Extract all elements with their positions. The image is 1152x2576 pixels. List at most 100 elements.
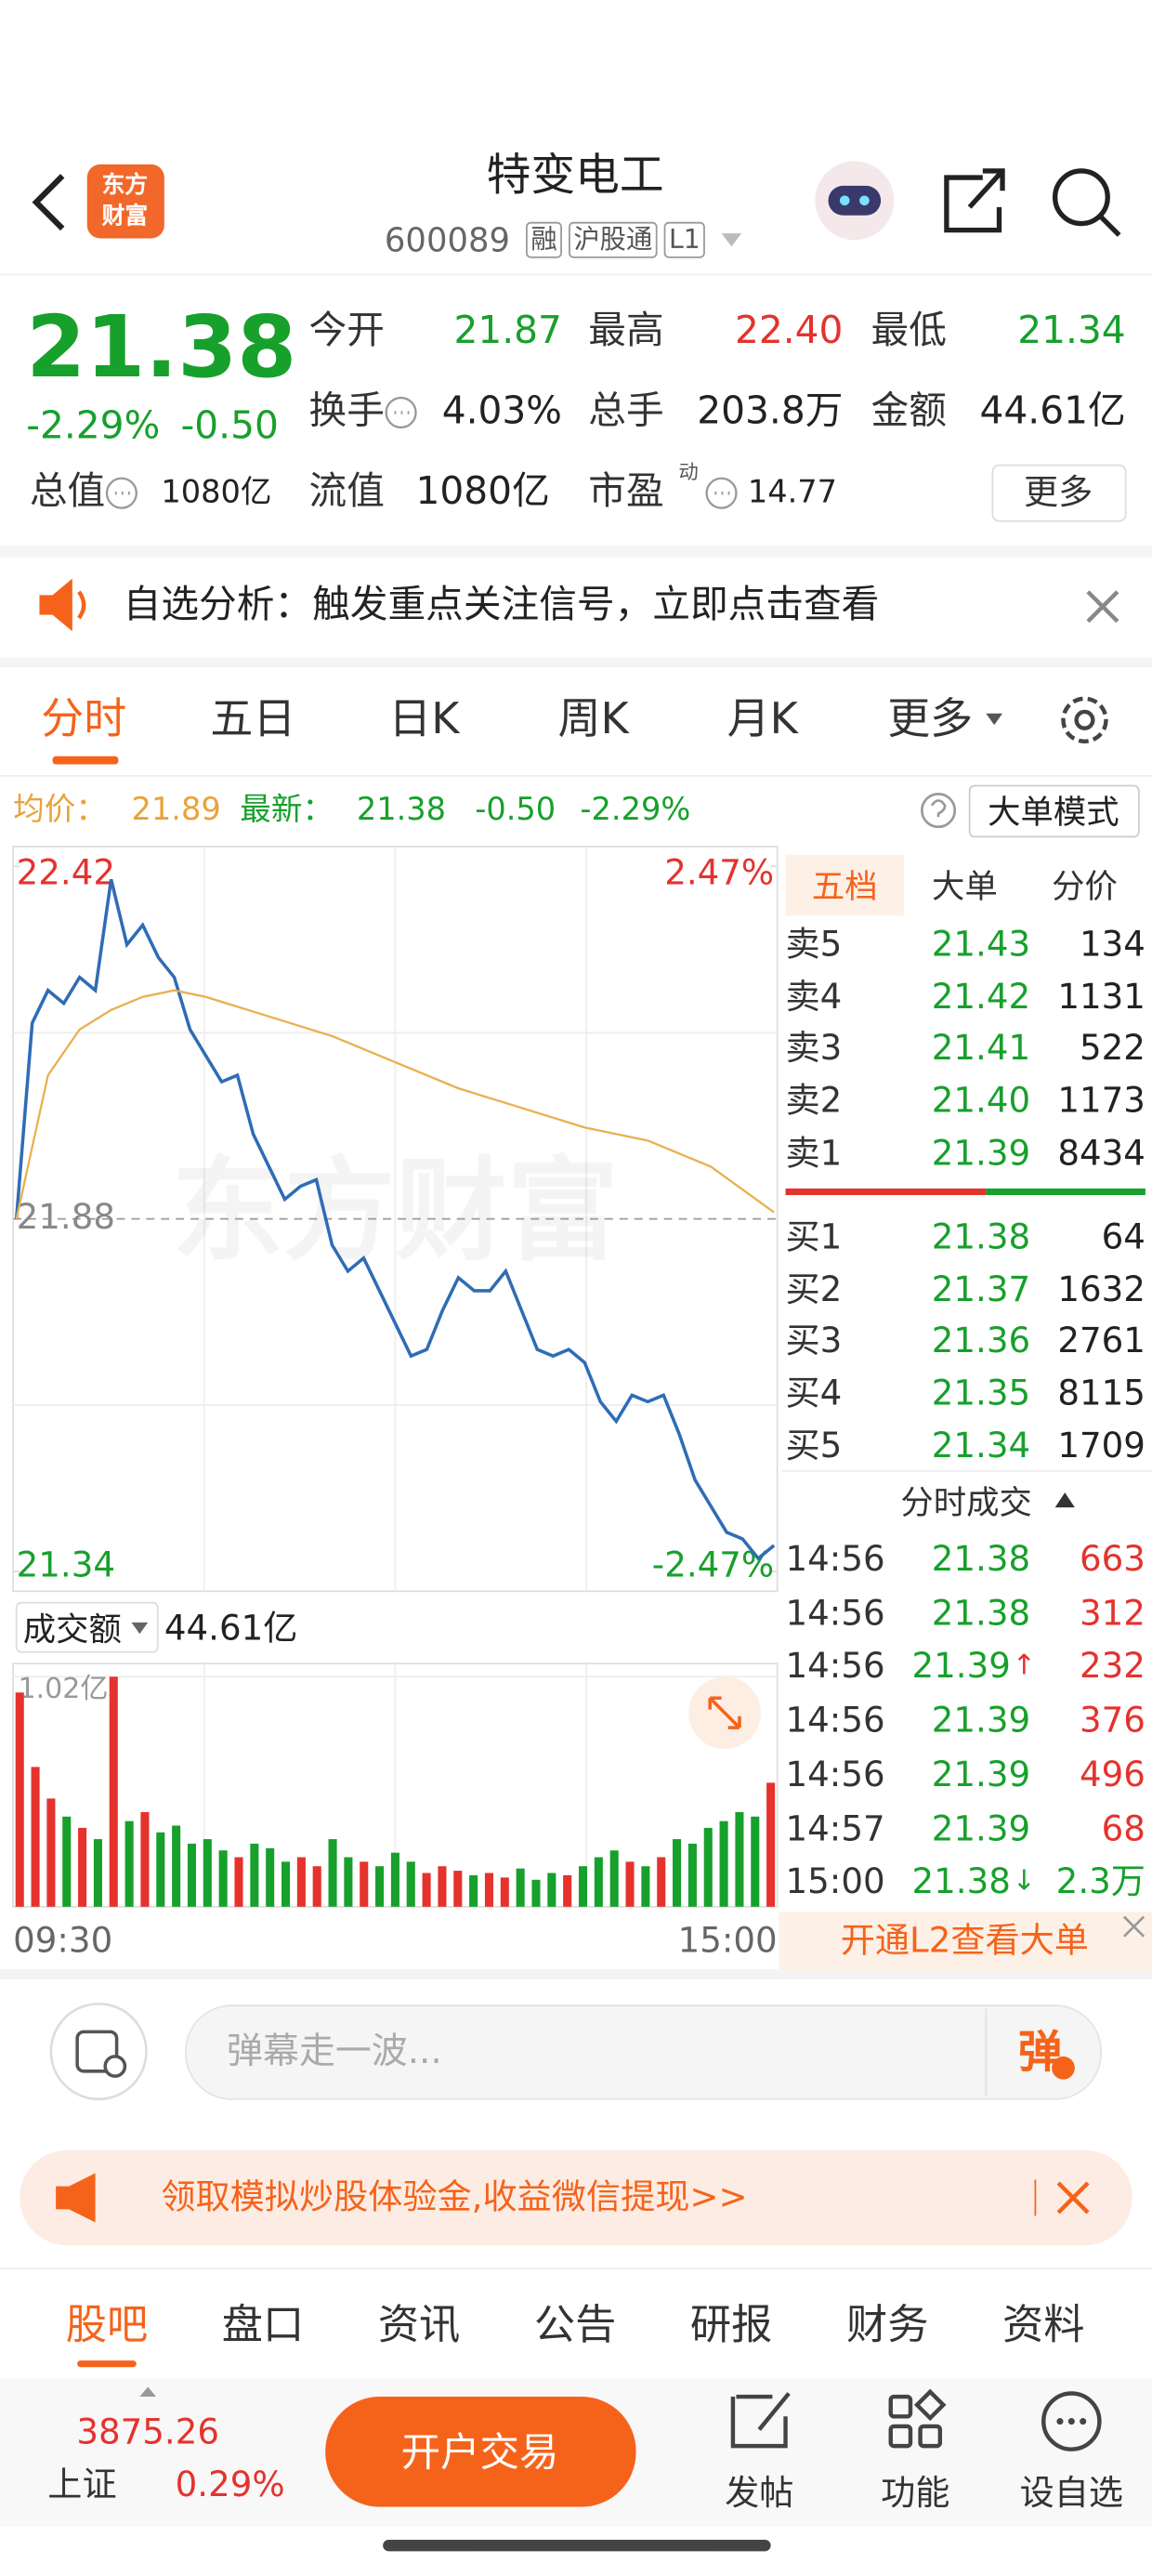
- field-value: 14.77: [747, 474, 838, 511]
- section-tab[interactable]: 资料: [1002, 2300, 1085, 2348]
- settings-icon[interactable]: [1061, 696, 1108, 743]
- section-tab[interactable]: 盘口: [221, 2300, 305, 2348]
- feature-icon[interactable]: [888, 2394, 913, 2419]
- volume-bar: [625, 1861, 635, 1907]
- trade-time: 14:56: [785, 1647, 885, 1687]
- feature-icon: [918, 2424, 943, 2449]
- volume-bar: [140, 1811, 150, 1907]
- book-tab-bg: [785, 854, 904, 916]
- book-tab[interactable]: 分价: [1052, 866, 1118, 906]
- footer-action[interactable]: 设自选: [1019, 2473, 1124, 2513]
- field-value: 22.40: [734, 309, 844, 353]
- field-value: 203.8万: [697, 390, 844, 434]
- book-level: 买1: [785, 1216, 843, 1257]
- danmaku-input[interactable]: [185, 2004, 1103, 2100]
- book-volume: 8115: [1057, 1373, 1145, 1413]
- close-icon[interactable]: [1086, 590, 1119, 624]
- volume-bar: [657, 1857, 666, 1907]
- trade-volume: 376: [1080, 1701, 1145, 1741]
- book-price: 21.39: [931, 1133, 1031, 1173]
- trade-time: 14:56: [785, 1754, 885, 1794]
- chart-tab[interactable]: 周K: [557, 695, 629, 745]
- book-price: 21.37: [931, 1268, 1031, 1309]
- promo-text[interactable]: 领取模拟炒股体验金,收益微信提现>>: [161, 2176, 748, 2217]
- summary-last-label: 最新：: [240, 791, 334, 828]
- section-tab[interactable]: 研报: [689, 2300, 773, 2348]
- chart-tab[interactable]: 分时: [41, 695, 127, 745]
- promo-bg[interactable]: [20, 2149, 1132, 2246]
- book-volume: 1173: [1057, 1081, 1145, 1121]
- post-icon[interactable]: [730, 2392, 791, 2449]
- trade-price: 21.38: [931, 1593, 1031, 1633]
- book-price: 21.41: [931, 1029, 1031, 1069]
- book-price: 21.35: [931, 1373, 1031, 1413]
- watchlist-icon[interactable]: [1041, 2391, 1102, 2451]
- field-value: 4.03%: [441, 390, 562, 434]
- section-tab[interactable]: 公告: [533, 2300, 617, 2348]
- volume-title[interactable]: 成交额: [22, 1609, 122, 1649]
- book-level: 买4: [785, 1373, 843, 1413]
- summary-change: -0.50: [475, 791, 556, 828]
- volume-bar: [406, 1861, 415, 1907]
- close-icon[interactable]: [1056, 2181, 1090, 2215]
- trade-button[interactable]: [325, 2397, 636, 2507]
- more-button[interactable]: 更多: [1024, 472, 1093, 513]
- footer-action[interactable]: 功能: [881, 2473, 950, 2513]
- mode-button[interactable]: 大单模式: [988, 792, 1119, 833]
- more-button[interactable]: [991, 464, 1127, 522]
- book-level: 买2: [785, 1268, 843, 1309]
- tab-underline: [52, 756, 119, 765]
- trade-volume: 496: [1080, 1754, 1145, 1794]
- chart-tab[interactable]: 日K: [388, 695, 460, 745]
- help-icon[interactable]: [921, 793, 957, 829]
- book-volume: 8434: [1057, 1133, 1145, 1173]
- y-tick-label: 21.34: [17, 1544, 115, 1584]
- trade-direction: ↑: [1012, 1649, 1036, 1684]
- danmaku-button[interactable]: 弹: [1017, 2027, 1063, 2079]
- section-tab[interactable]: 股吧: [65, 2300, 149, 2348]
- field-value: 21.87: [453, 309, 562, 353]
- volume-bar: [469, 1874, 478, 1907]
- chart-tab[interactable]: 五日: [210, 695, 296, 745]
- volume-bar: [500, 1877, 509, 1907]
- feature-icon: [888, 2424, 913, 2449]
- avatar-face: [828, 185, 882, 216]
- book-level: 卖3: [785, 1029, 843, 1069]
- volume-bar: [735, 1811, 744, 1907]
- close-icon[interactable]: [1122, 1915, 1145, 1938]
- volume-bar: [766, 1782, 776, 1907]
- danmaku-settings[interactable]: [49, 2002, 148, 2101]
- volume-bar: [563, 1874, 572, 1907]
- trade-price: 21.39: [931, 1807, 1031, 1848]
- book-tab[interactable]: 五档: [811, 866, 878, 906]
- share-arrow: [967, 168, 1005, 209]
- trade-button-label[interactable]: 开户交易: [400, 2429, 559, 2476]
- index-value: 3875.26: [76, 2412, 220, 2452]
- section-tab[interactable]: 财务: [845, 2300, 929, 2348]
- book-price: 21.36: [931, 1321, 1031, 1361]
- footer-action[interactable]: 发帖: [725, 2473, 794, 2513]
- l2-link[interactable]: 开通L2查看大单: [840, 1920, 1089, 1961]
- amount-dropdown[interactable]: [15, 1601, 159, 1653]
- average-line: [15, 989, 775, 1219]
- book-level: 卖4: [785, 977, 843, 1017]
- danmaku-placeholder[interactable]: 弹幕走一波...: [227, 2031, 442, 2073]
- x-tick-label: 09:30: [13, 1920, 113, 1961]
- chart-tab[interactable]: 月K: [727, 695, 798, 745]
- danmaku-icon: [75, 2030, 119, 2073]
- back-icon[interactable]: [32, 174, 65, 231]
- chart-tab[interactable]: 更多: [887, 695, 974, 745]
- book-level: 买3: [785, 1321, 843, 1361]
- search-icon[interactable]: [1052, 168, 1110, 227]
- index-toggle[interactable]: [139, 2386, 157, 2398]
- share-icon[interactable]: [944, 175, 1002, 233]
- l2-bg: [779, 1912, 1152, 1970]
- trade-time: 14:56: [785, 1593, 885, 1633]
- book-tab[interactable]: 大单: [931, 866, 998, 906]
- gap: [0, 657, 1152, 668]
- notice-text[interactable]: 自选分析：触发重点关注信号，立即点击查看: [123, 584, 880, 627]
- mode-button[interactable]: [968, 784, 1140, 838]
- trade-time: 14:57: [785, 1807, 885, 1848]
- section-tab[interactable]: 资讯: [377, 2300, 461, 2348]
- info-icon: [105, 477, 137, 509]
